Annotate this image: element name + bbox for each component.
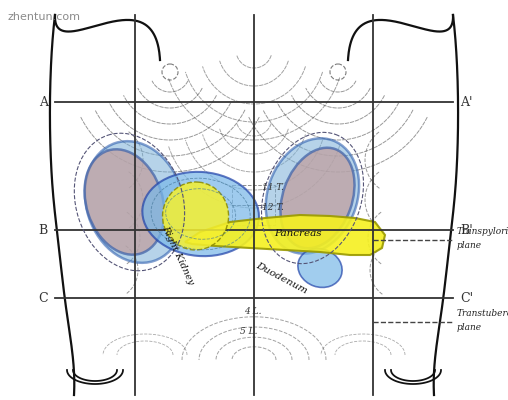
Ellipse shape [84,149,165,255]
Text: A: A [39,96,48,108]
Ellipse shape [163,182,229,250]
Text: 5 L.: 5 L. [240,328,258,336]
Text: 11 T.: 11 T. [262,184,284,192]
Ellipse shape [142,172,259,256]
Polygon shape [185,215,385,255]
Ellipse shape [266,138,359,254]
Text: C': C' [460,292,473,304]
Text: zhentun.com: zhentun.com [8,12,81,22]
Text: Transpyloric: Transpyloric [457,228,508,236]
Ellipse shape [280,148,355,248]
Text: C: C [39,292,48,304]
Text: plane: plane [457,242,482,250]
Ellipse shape [298,248,342,288]
Text: B': B' [460,224,473,236]
Text: Right Kidney: Right Kidney [161,224,196,286]
Text: Pancreas: Pancreas [274,228,322,238]
Text: 4 L.: 4 L. [244,308,262,316]
Text: B: B [39,224,48,236]
Text: Duodenum: Duodenum [255,261,309,295]
Text: A': A' [460,96,472,108]
Text: 12 T.: 12 T. [262,204,284,212]
Ellipse shape [85,141,184,263]
Text: plane: plane [457,324,482,332]
Text: Transtubercular: Transtubercular [457,310,508,318]
